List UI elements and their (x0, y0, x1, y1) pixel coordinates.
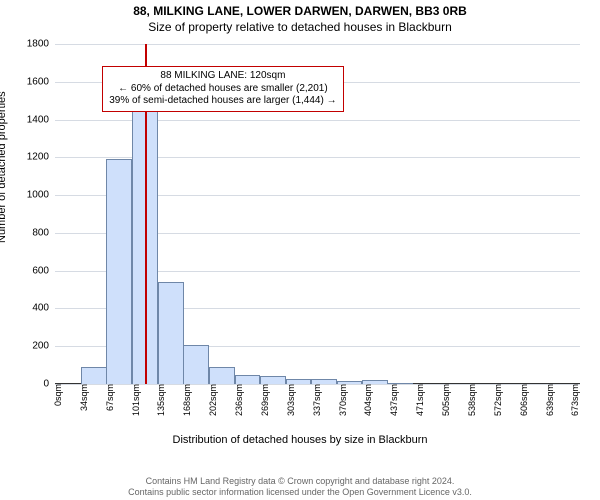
x-tick-label: 572sqm (491, 384, 503, 416)
y-axis-label: Number of detached properties (0, 91, 8, 243)
y-tick-label: 600 (32, 265, 55, 276)
x-tick-label: 101sqm (129, 384, 141, 416)
x-tick-label: 202sqm (206, 384, 218, 416)
histogram-bar (209, 367, 235, 384)
x-tick-label: 67sqm (103, 384, 115, 411)
x-tick-label: 34sqm (77, 384, 89, 411)
annotation-box: 88 MILKING LANE: 120sqm← 60% of detached… (102, 66, 343, 112)
x-tick-label: 437sqm (387, 384, 399, 416)
page-subtitle: Size of property relative to detached ho… (0, 20, 600, 34)
y-tick-label: 800 (32, 227, 55, 238)
x-tick-label: 168sqm (180, 384, 192, 416)
attribution-line-1: Contains HM Land Registry data © Crown c… (0, 476, 600, 487)
annotation-line: ← 60% of detached houses are smaller (2,… (109, 83, 336, 96)
histogram-bar (158, 282, 184, 384)
x-tick-label: 639sqm (543, 384, 555, 416)
page-title-address: 88, MILKING LANE, LOWER DARWEN, DARWEN, … (0, 4, 600, 18)
x-tick-label: 538sqm (465, 384, 477, 416)
plot-area: 0200400600800100012001400160018000sqm34s… (55, 44, 580, 384)
x-tick-label: 673sqm (568, 384, 580, 416)
annotation-line: 88 MILKING LANE: 120sqm (109, 70, 336, 83)
attribution-line-2: Contains public sector information licen… (0, 487, 600, 498)
x-tick-label: 135sqm (154, 384, 166, 416)
x-tick-label: 404sqm (361, 384, 373, 416)
x-tick-label: 606sqm (517, 384, 529, 416)
x-tick-label: 236sqm (232, 384, 244, 416)
y-tick-label: 1000 (27, 190, 55, 201)
gridline (55, 44, 580, 45)
x-tick-label: 0sqm (51, 384, 63, 406)
attribution-text: Contains HM Land Registry data © Crown c… (0, 476, 600, 499)
x-tick-label: 303sqm (284, 384, 296, 416)
histogram-bar (235, 375, 261, 384)
x-axis-label: Distribution of detached houses by size … (0, 434, 600, 446)
annotation-line: 39% of semi-detached houses are larger (… (109, 95, 336, 108)
x-tick-label: 370sqm (336, 384, 348, 416)
histogram-bar (81, 367, 107, 384)
y-tick-label: 200 (32, 341, 55, 352)
histogram-bar (106, 159, 132, 384)
x-tick-label: 337sqm (310, 384, 322, 416)
y-tick-label: 1600 (27, 76, 55, 87)
y-tick-label: 1800 (27, 39, 55, 50)
y-tick-label: 1200 (27, 152, 55, 163)
chart-container: Number of detached properties 0200400600… (0, 38, 600, 448)
histogram-bar (183, 345, 209, 384)
x-tick-label: 269sqm (258, 384, 270, 416)
y-tick-label: 400 (32, 303, 55, 314)
histogram-bar (260, 376, 286, 384)
y-tick-label: 1400 (27, 114, 55, 125)
x-tick-label: 505sqm (439, 384, 451, 416)
x-tick-label: 471sqm (413, 384, 425, 416)
